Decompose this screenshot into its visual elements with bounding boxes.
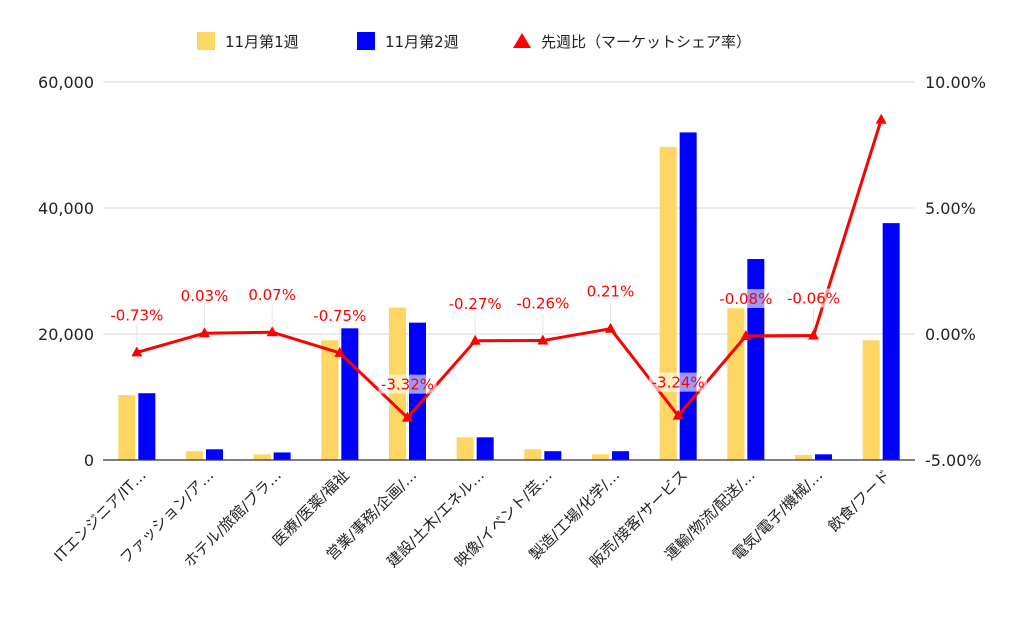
bar-series-2 bbox=[882, 223, 900, 460]
line-series bbox=[131, 113, 887, 422]
bar-series-1 bbox=[186, 451, 203, 460]
data-label-background bbox=[446, 293, 505, 313]
data-label-background bbox=[310, 305, 369, 325]
data-label-background bbox=[180, 286, 229, 306]
bar-series-2 bbox=[476, 437, 494, 460]
bar-series-2 bbox=[815, 454, 832, 460]
y-left-tick-label: 40,000 bbox=[38, 199, 94, 218]
data-label-background bbox=[247, 285, 297, 305]
data-label-background bbox=[586, 281, 635, 301]
legend-swatch-series-2 bbox=[357, 32, 375, 50]
data-label: 0.07% bbox=[248, 286, 296, 304]
bar-series-2 bbox=[747, 259, 765, 460]
legend-marker-line-series bbox=[513, 33, 531, 48]
bar-series-2 bbox=[612, 451, 629, 460]
legend-label-series-2: 11月第2週 bbox=[385, 33, 459, 51]
data-label: -0.73% bbox=[110, 306, 163, 324]
bar-series-2 bbox=[341, 328, 359, 460]
line-point-marker bbox=[469, 334, 481, 345]
line-point-marker bbox=[808, 329, 819, 340]
data-label: -3.32% bbox=[381, 376, 434, 394]
line-point-marker bbox=[740, 330, 752, 341]
line-point-marker bbox=[334, 346, 346, 357]
legend-label-series-1: 11月第1週 bbox=[225, 33, 299, 51]
bar-series-1 bbox=[862, 340, 880, 460]
bar-series-2 bbox=[206, 449, 223, 460]
y-right-tick-label: -5.00% bbox=[925, 451, 982, 470]
data-label: 0.03% bbox=[181, 287, 229, 305]
data-label-background bbox=[107, 305, 166, 325]
x-axis-categories: ITエンジニア/IT…ファッション/ア…ホテル/旅館/ブラ…医療/医薬/福祉営業… bbox=[51, 466, 894, 571]
bar-series-2 bbox=[544, 451, 562, 460]
data-label-background bbox=[513, 293, 572, 313]
data-label: -0.75% bbox=[313, 307, 366, 325]
line-point-marker bbox=[875, 113, 887, 124]
legend-swatch-series-1 bbox=[197, 32, 215, 50]
data-label: -0.26% bbox=[516, 295, 569, 313]
data-label: -0.06% bbox=[787, 290, 840, 308]
data-label: 0.21% bbox=[587, 283, 635, 301]
bar-series-1 bbox=[524, 449, 542, 460]
line-point-marker bbox=[537, 334, 549, 345]
data-label: -0.27% bbox=[449, 295, 502, 313]
bar-series-1 bbox=[118, 395, 136, 460]
bars bbox=[118, 132, 900, 460]
line-point-marker bbox=[672, 409, 684, 420]
y-right-tick-label: 10.00% bbox=[925, 73, 986, 92]
line-point-marker bbox=[266, 326, 278, 337]
legend: 11月第1週 11月第2週 先週比（マーケットシェア率） bbox=[197, 32, 751, 51]
legend-label-line-series: 先週比（マーケットシェア率） bbox=[541, 33, 751, 51]
bar-series-1 bbox=[592, 454, 609, 460]
data-label-background bbox=[649, 372, 708, 392]
data-labels: -0.73% 0.03% 0.07% -0.75% -3.32% -0.27% -0.26%… bbox=[107, 281, 843, 411]
x-category-label: 飲食/フード bbox=[825, 466, 894, 535]
bar-series-2 bbox=[138, 393, 156, 460]
bar-series-1 bbox=[321, 340, 339, 460]
bar-series-1 bbox=[659, 146, 677, 460]
data-label-background bbox=[378, 374, 437, 394]
y-axis-right: -5.00% 0.00% 5.00% 10.00% bbox=[925, 73, 986, 470]
y-right-tick-label: 5.00% bbox=[925, 199, 976, 218]
bar-series-1 bbox=[795, 454, 812, 460]
line-point-marker bbox=[131, 346, 143, 357]
y-left-tick-label: 20,000 bbox=[38, 325, 94, 344]
bar-series-2 bbox=[273, 452, 291, 460]
line-point-marker bbox=[402, 411, 413, 422]
line-series-path bbox=[136, 119, 883, 420]
data-label: -0.08% bbox=[719, 290, 772, 308]
data-label: -3.24% bbox=[652, 374, 705, 392]
data-label-background bbox=[784, 288, 843, 308]
bar-series-1 bbox=[727, 308, 745, 460]
y-axis-left: 0 20,000 40,000 60,000 bbox=[38, 73, 94, 470]
y-right-tick-label: 0.00% bbox=[925, 325, 976, 344]
y-left-tick-label: 0 bbox=[84, 451, 94, 470]
bar-series-1 bbox=[456, 437, 474, 460]
line-point-marker bbox=[199, 327, 210, 338]
data-label-background bbox=[716, 289, 775, 309]
y-left-tick-label: 60,000 bbox=[38, 73, 94, 92]
line-point-marker bbox=[605, 322, 616, 333]
bar-series-1 bbox=[253, 454, 271, 460]
